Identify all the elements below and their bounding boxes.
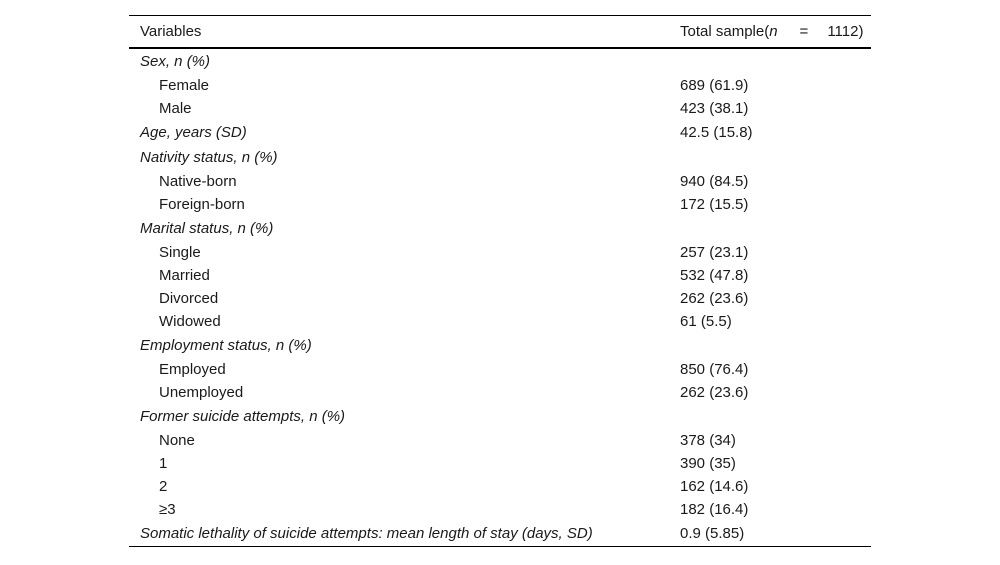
table-row-category: Former suicide attempts, n (%) <box>129 404 871 429</box>
row-value <box>669 145 871 170</box>
table-row: Married 532 (47.8) <box>129 264 871 287</box>
row-label: Marital status, n (%) <box>140 220 274 237</box>
row-value: 0.9 (5.85) <box>680 525 745 542</box>
table-row-category: Nativity status, n (%) <box>129 145 871 170</box>
header-total-prefix: Total sample( <box>680 23 770 40</box>
table-row: Female 689 (61.9) <box>129 74 871 97</box>
demographics-table: Variables Total sample(n = 1112) Sex, n (%… <box>129 15 871 547</box>
row-label: Nativity status, n (%) <box>140 149 278 166</box>
table-row: Unemployed 262 (23.6) <box>129 381 871 404</box>
row-label: None <box>159 432 195 449</box>
table-row: Male 423 (38.1) <box>129 97 871 120</box>
row-label: 2 <box>159 478 168 495</box>
table-row: 1 390 (35) <box>129 452 871 475</box>
table-row-category: Marital status, n (%) <box>129 216 871 241</box>
row-label: 1 <box>159 455 168 472</box>
row-value: 257 (23.1) <box>680 244 749 261</box>
row-label: Male <box>159 100 192 117</box>
header-variables: Variables <box>140 23 202 40</box>
table-row: Foreign-born 172 (15.5) <box>129 193 871 216</box>
header-total-value: 1112) <box>827 23 864 40</box>
row-value: 61 (5.5) <box>680 313 732 330</box>
row-label: Age, years (SD) <box>140 124 247 141</box>
table-row: Widowed 61 (5.5) <box>129 310 871 333</box>
table-row-category: Sex, n (%) <box>129 48 871 74</box>
header-total-sample: Total sample(n = 1112) <box>669 16 871 49</box>
table-row-category: Somatic lethality of suicide attempts: m… <box>129 521 871 547</box>
row-label: ≥3 <box>159 501 176 518</box>
row-label: Native-born <box>159 173 237 190</box>
row-value: 532 (47.8) <box>680 267 749 284</box>
row-label: Somatic lethality of suicide attempts: m… <box>140 525 593 542</box>
header-total-eq: = <box>799 23 809 40</box>
row-value: 390 (35) <box>680 455 736 472</box>
row-value: 172 (15.5) <box>680 196 749 213</box>
row-label: Married <box>159 267 210 284</box>
row-label: Employed <box>159 361 226 378</box>
row-label: Employment status, n (%) <box>140 337 312 354</box>
table-row: Native-born 940 (84.5) <box>129 170 871 193</box>
table-row: Employed 850 (76.4) <box>129 358 871 381</box>
row-label: Unemployed <box>159 384 244 401</box>
row-label: Female <box>159 77 210 94</box>
row-value: 262 (23.6) <box>680 290 749 307</box>
table-row: None 378 (34) <box>129 429 871 452</box>
row-value: 162 (14.6) <box>680 478 749 495</box>
row-label: Single <box>159 244 201 261</box>
table-row: ≥3 182 (16.4) <box>129 498 871 521</box>
row-value <box>669 216 871 241</box>
demographics-table-container: Variables Total sample(n = 1112) Sex, n (%… <box>129 15 871 547</box>
table-row: 2 162 (14.6) <box>129 475 871 498</box>
header-row: Variables Total sample(n = 1112) <box>129 15 871 49</box>
row-label: Widowed <box>159 313 221 330</box>
table-row: Divorced 262 (23.6) <box>129 287 871 310</box>
header-total-n: n <box>769 23 778 40</box>
row-label: Former suicide attempts, n (%) <box>140 408 346 425</box>
row-value: 42.5 (15.8) <box>680 124 753 141</box>
row-value <box>669 404 871 429</box>
row-value <box>669 333 871 358</box>
table-row: Single 257 (23.1) <box>129 241 871 264</box>
row-label: Sex, n (%) <box>140 53 211 70</box>
row-value: 378 (34) <box>680 432 736 449</box>
row-value: 940 (84.5) <box>680 173 749 190</box>
row-label: Divorced <box>159 290 219 307</box>
row-value: 423 (38.1) <box>680 100 749 117</box>
table-row-category: Employment status, n (%) <box>129 333 871 358</box>
row-value: 182 (16.4) <box>680 501 749 518</box>
row-label: Foreign-born <box>159 196 245 213</box>
row-value: 689 (61.9) <box>680 77 749 94</box>
row-value: 850 (76.4) <box>680 361 749 378</box>
table-row-category: Age, years (SD) 42.5 (15.8) <box>129 120 871 145</box>
row-value <box>669 48 871 74</box>
row-value: 262 (23.6) <box>680 384 749 401</box>
